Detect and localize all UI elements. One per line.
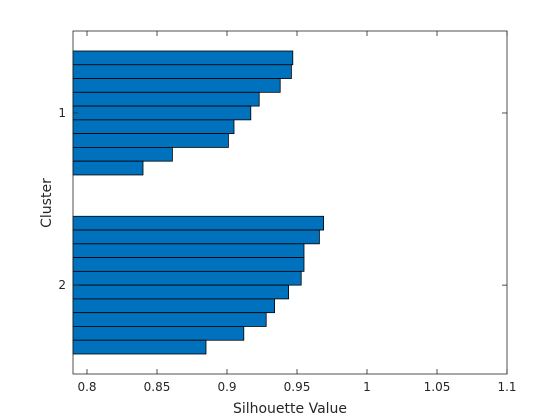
bar-cluster-1-4 — [72, 91, 260, 107]
bars-group — [72, 50, 325, 355]
bar-cluster-2-4 — [72, 257, 305, 272]
x-tick-label: 0.8 — [77, 380, 96, 394]
bar-cluster-1-9 — [72, 160, 144, 176]
bar-cluster-2-2 — [72, 229, 320, 245]
y-axis-label: Cluster — [39, 178, 55, 228]
bar-cluster-1-5 — [72, 105, 252, 121]
bar-cluster-1-7 — [72, 133, 229, 148]
bar-cluster-1-2 — [72, 64, 292, 79]
bar-cluster-2-5 — [72, 270, 302, 286]
y-tick-label-cluster-1: 1 — [58, 106, 66, 120]
x-tick-label: 0.95 — [284, 380, 311, 394]
x-tick-label: 0.85 — [144, 380, 171, 394]
axes-group: 0.8 0.85 0.9 0.95 1 1.05 1.1 1 2 — [58, 30, 517, 394]
bar-cluster-2-9 — [72, 326, 245, 341]
bar-cluster-2-10 — [72, 339, 207, 355]
y-tick-label-cluster-2: 2 — [58, 278, 66, 292]
bar-cluster-2-8 — [72, 312, 267, 327]
bar-cluster-2-3 — [72, 243, 305, 258]
x-tick-label: 1 — [363, 380, 371, 394]
bar-cluster-1-3 — [72, 78, 281, 93]
axes-box — [72, 30, 508, 375]
x-tick-label: 0.9 — [217, 380, 236, 394]
bar-cluster-2-6 — [72, 284, 290, 300]
bar-cluster-1-8 — [72, 147, 173, 162]
bar-cluster-2-7 — [72, 298, 276, 314]
bar-cluster-1-1 — [72, 50, 294, 66]
x-tick-label: 1.05 — [424, 380, 451, 394]
x-tick-label: 1.1 — [497, 380, 516, 394]
bar-cluster-1-6 — [72, 119, 235, 135]
x-axis-label: Silhouette Value — [233, 401, 347, 417]
bar-cluster-2-1 — [72, 215, 325, 231]
